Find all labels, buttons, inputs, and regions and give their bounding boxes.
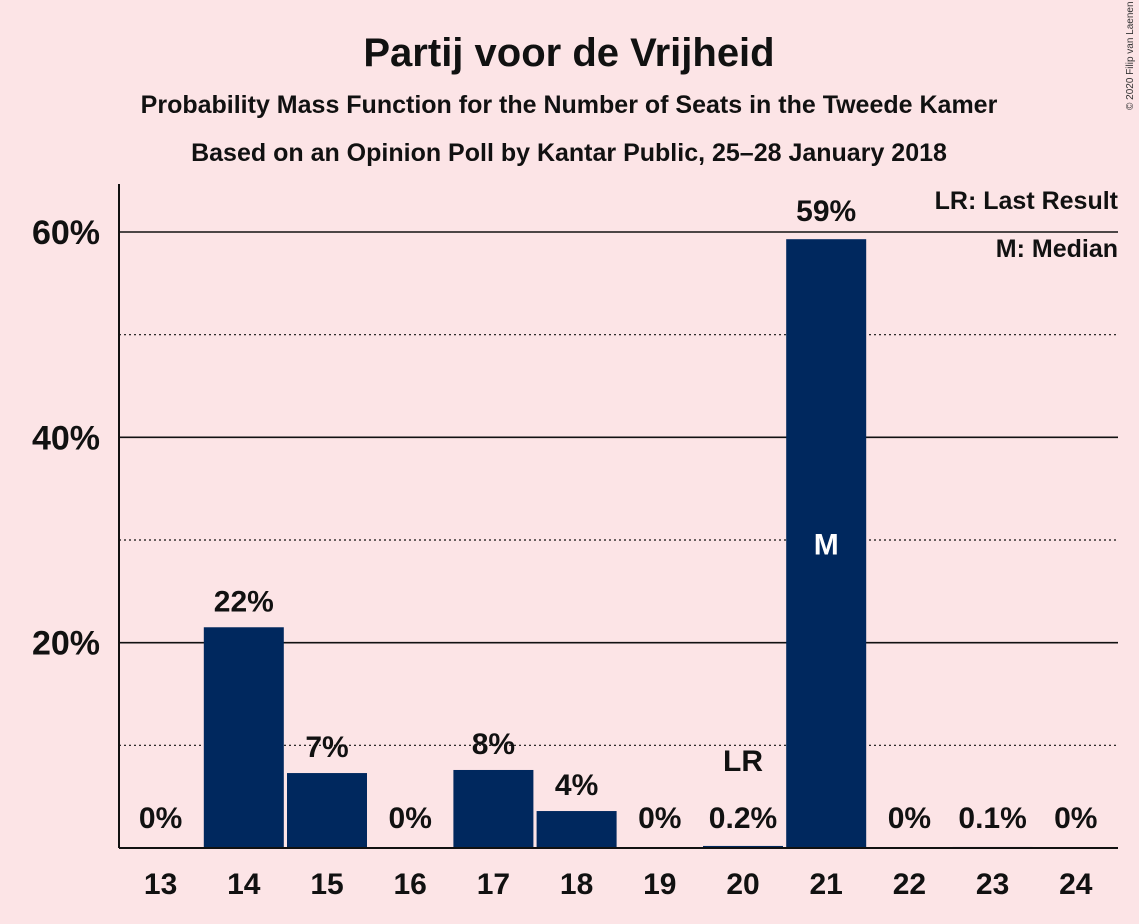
- x-tick-label: 21: [810, 868, 843, 901]
- bar-15: [287, 773, 367, 848]
- data-label-19: 0%: [638, 802, 681, 835]
- data-label-17: 8%: [472, 728, 515, 761]
- legend-last-result: LR: Last Result: [935, 187, 1119, 215]
- median-marker: M: [814, 529, 839, 562]
- data-label-18: 4%: [555, 769, 598, 802]
- x-tick-label: 20: [726, 868, 759, 901]
- bar-17: [453, 769, 534, 848]
- bar-20: [703, 845, 783, 848]
- chart-title: Partij voor de Vrijheid: [363, 31, 774, 75]
- data-label-22: 0%: [888, 802, 931, 835]
- bar-14: [203, 627, 284, 848]
- last-result-marker: LR: [723, 745, 763, 778]
- y-tick-label: 40%: [32, 419, 100, 457]
- bar-21: [786, 239, 867, 849]
- x-tick-label: 17: [477, 868, 510, 901]
- data-label-23: 0.1%: [958, 802, 1026, 835]
- x-tick-label: 22: [893, 868, 926, 901]
- data-label-14: 22%: [214, 585, 274, 618]
- y-tick-label: 20%: [32, 625, 100, 663]
- x-tick-label: 16: [394, 868, 427, 901]
- bar-18: [536, 811, 617, 848]
- copyright: © 2020 Filip van Laenen: [1125, 1, 1136, 110]
- gridlines: 20% 40% 60%: [32, 214, 1118, 746]
- data-label-16: 0%: [389, 802, 432, 835]
- chart-subtitle-2: Based on an Opinion Poll by Kantar Publi…: [191, 139, 947, 167]
- data-label-21: 59%: [796, 195, 856, 228]
- x-tick-label: 13: [144, 868, 177, 901]
- x-tick-label: 24: [1059, 868, 1093, 901]
- y-tick-label: 60%: [32, 214, 100, 252]
- data-labels: 0% 13 22% 14 7% 15 0% 16 8% 17 4% 18 0% 19 0.2% 20 LR 59%…: [139, 195, 1098, 901]
- axes: [118, 184, 1118, 849]
- bars: [203, 239, 1033, 849]
- x-tick-label: 18: [560, 868, 593, 901]
- legend-median: M: Median: [996, 235, 1118, 263]
- data-label-15: 7%: [305, 731, 348, 764]
- x-tick-label: 23: [976, 868, 1009, 901]
- chart-subtitle: Probability Mass Function for the Number…: [141, 91, 998, 119]
- data-label-24: 0%: [1054, 802, 1097, 835]
- x-tick-label: 14: [227, 868, 261, 901]
- x-tick-label: 19: [643, 868, 676, 901]
- data-label-13: 0%: [139, 802, 182, 835]
- x-tick-label: 15: [310, 868, 343, 901]
- data-label-20: 0.2%: [709, 802, 777, 835]
